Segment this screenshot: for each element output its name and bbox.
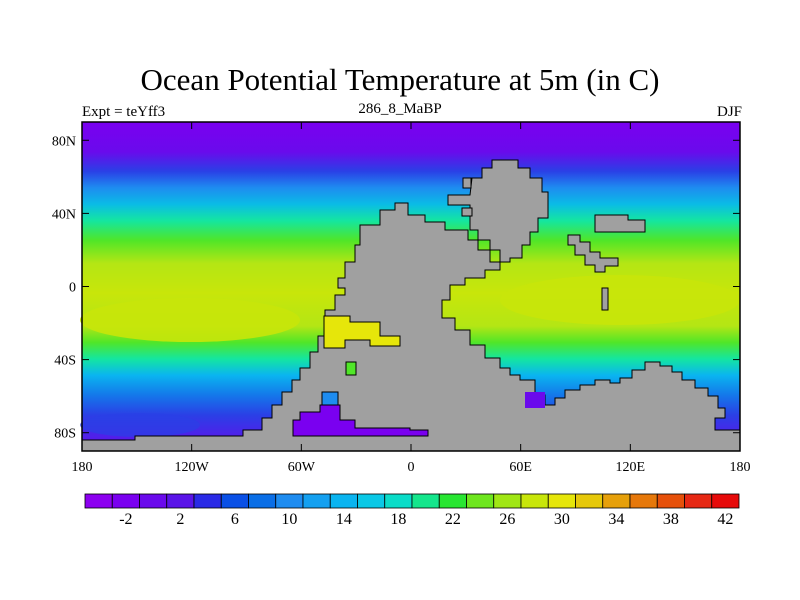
inland-sea-blue: [321, 391, 339, 406]
x-tick-label: 60E: [509, 460, 532, 475]
inland-sea-green: [345, 361, 357, 376]
colorbar-swatch: [493, 493, 522, 509]
y-tick-label: 40N: [52, 207, 76, 222]
y-tick-label: 80N: [52, 134, 76, 149]
y-tick-label: 0: [69, 281, 76, 296]
colorbar-label: 10: [281, 511, 297, 528]
y-tick-label: 40S: [54, 354, 76, 369]
colorbar-label: 22: [445, 511, 461, 528]
colorbar-swatch: [520, 493, 549, 509]
colorbar-swatch: [193, 493, 222, 509]
colorbar-swatch: [656, 493, 685, 509]
season-label: DJF: [716, 104, 742, 120]
colorbar-label: 26: [499, 511, 515, 528]
colorbar-swatch: [711, 493, 740, 509]
x-tick-label: 120W: [175, 460, 210, 475]
x-tick-label: 180: [730, 460, 751, 475]
plot-area: [80, 121, 741, 452]
colorbar-swatch: [275, 493, 304, 509]
colorbar-swatch: [438, 493, 467, 509]
colorbar-swatch: [575, 493, 604, 509]
inland-sea-warm: [323, 315, 401, 349]
colorbar-swatch: [166, 493, 195, 509]
colorbar-swatch: [220, 493, 249, 509]
small-island-east-inland: [461, 207, 473, 217]
colorbar: -2 2 6 10 14 18 22 26 30 34 38 42: [84, 493, 740, 528]
colorbar-label: 34: [608, 511, 624, 528]
northern-landmass: [447, 159, 549, 263]
colorbar-label: 6: [231, 511, 239, 528]
colorbar-swatch: [684, 493, 713, 509]
colorbar-swatch: [411, 493, 440, 509]
colorbar-swatch: [84, 493, 113, 509]
colorbar-label: 2: [176, 511, 184, 528]
x-tick-label: 180: [72, 460, 93, 475]
experiment-label: Expt = teYff3: [82, 104, 166, 120]
colorbar-swatch: [629, 493, 658, 509]
colorbar-swatch: [602, 493, 631, 509]
y-tick-label: 80S: [54, 427, 76, 442]
colorbar-swatch: [357, 493, 386, 509]
colorbar-label: 42: [717, 511, 733, 528]
east-island-large: [594, 214, 646, 233]
east-island-chain: [567, 234, 619, 273]
colorbar-swatch: [248, 493, 277, 509]
colorbar-swatch: [466, 493, 495, 509]
colorbar-swatch: [111, 493, 140, 509]
colorbar-swatch: [139, 493, 168, 509]
cool-pool-southwest: [80, 413, 200, 437]
colorbar-swatch: [547, 493, 576, 509]
small-island-north: [462, 177, 472, 189]
colorbar-swatch: [302, 493, 331, 509]
southern-coastal-sea: [525, 392, 545, 408]
east-islet: [601, 287, 609, 311]
chart-title: Ocean Potential Temperature at 5m (in C): [140, 62, 660, 97]
x-tick-label: 60W: [288, 460, 316, 475]
colorbar-swatch: [384, 493, 413, 509]
x-tick-label: 120E: [616, 460, 646, 475]
colorbar-label: -2: [119, 511, 132, 528]
y-axis: 80N 40N 0 40S 80S: [52, 134, 740, 442]
colorbar-label: 30: [554, 511, 570, 528]
inland-sea-cold: [292, 404, 429, 437]
colorbar-label: 18: [390, 511, 406, 528]
x-axis: 180 120W 60W 0 60E 120E 180: [72, 122, 751, 475]
pangaea-land: [81, 202, 741, 452]
chart-subtitle: 286_8_MaBP: [358, 101, 442, 117]
warm-pool-east: [500, 275, 740, 325]
colorbar-swatch: [329, 493, 358, 509]
colorbar-label: 38: [663, 511, 679, 528]
x-tick-label: 0: [408, 460, 415, 475]
warm-pool-west: [80, 298, 300, 342]
colorbar-label: 14: [336, 511, 352, 528]
